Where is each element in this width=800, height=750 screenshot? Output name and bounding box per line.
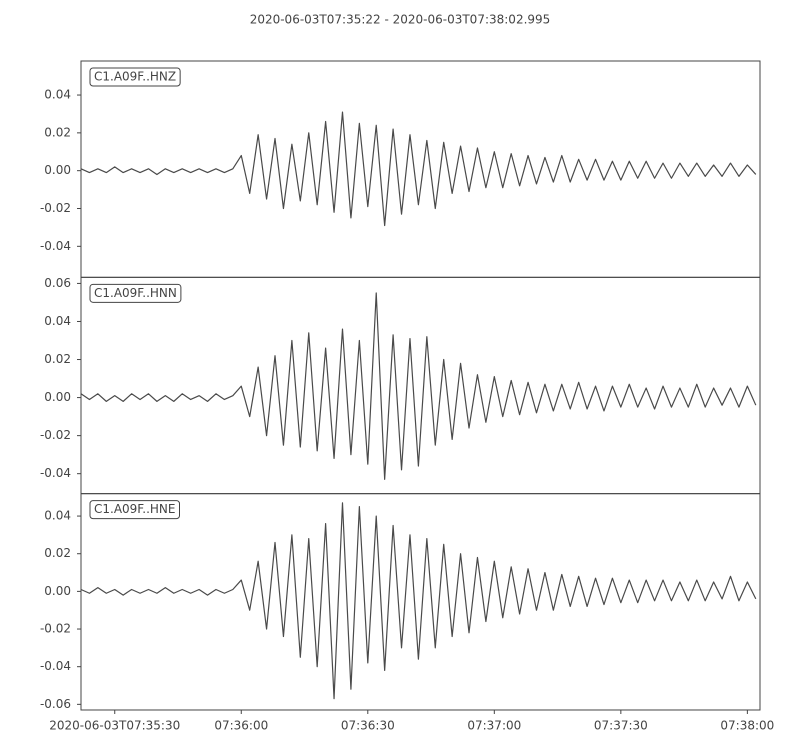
trace-label: C1.A09F..HNE xyxy=(94,502,176,516)
x-tick-label: 07:37:00 xyxy=(467,718,521,732)
x-tick-label: 07:38:00 xyxy=(720,718,774,732)
y-tick-label: 0.02 xyxy=(44,125,71,139)
panel-frame xyxy=(80,493,761,711)
waveform xyxy=(80,111,757,227)
y-tick-label: 0.02 xyxy=(44,546,71,560)
y-tick-label: -0.06 xyxy=(40,697,71,711)
y-tick-label: 0.02 xyxy=(44,352,71,366)
y-tick-label: 0.04 xyxy=(44,509,71,523)
y-tick-label: -0.02 xyxy=(40,201,71,215)
y-tick-label: 0.04 xyxy=(44,314,71,328)
figure-title: 2020-06-03T07:35:22 - 2020-06-03T07:38:0… xyxy=(250,13,551,27)
y-tick-label: -0.04 xyxy=(40,659,71,673)
panel-frame xyxy=(80,276,761,495)
y-tick-label: 0.00 xyxy=(44,163,71,177)
y-tick-label: 0.04 xyxy=(44,88,71,102)
x-tick-label: 07:37:30 xyxy=(594,718,648,732)
waveform xyxy=(80,502,757,700)
trace-label-box xyxy=(89,283,182,303)
y-tick-label: 0.00 xyxy=(44,584,71,598)
x-tick-label: 2020-06-03T07:35:30 xyxy=(49,718,180,732)
y-tick-label: 0.06 xyxy=(44,276,71,290)
y-tick-label: -0.04 xyxy=(40,466,71,480)
trace-label: C1.A09F..HNZ xyxy=(94,70,176,84)
trace-label-box xyxy=(89,67,181,87)
trace-label: C1.A09F..HNN xyxy=(94,286,177,300)
y-tick-label: -0.02 xyxy=(40,622,71,636)
y-tick-label: -0.02 xyxy=(40,428,71,442)
waveform xyxy=(80,292,757,480)
x-tick-label: 07:36:30 xyxy=(341,718,395,732)
y-tick-label: -0.04 xyxy=(40,239,71,253)
x-tick-label: 07:36:00 xyxy=(214,718,268,732)
y-tick-label: 0.00 xyxy=(44,390,71,404)
trace-label-box xyxy=(89,500,180,520)
